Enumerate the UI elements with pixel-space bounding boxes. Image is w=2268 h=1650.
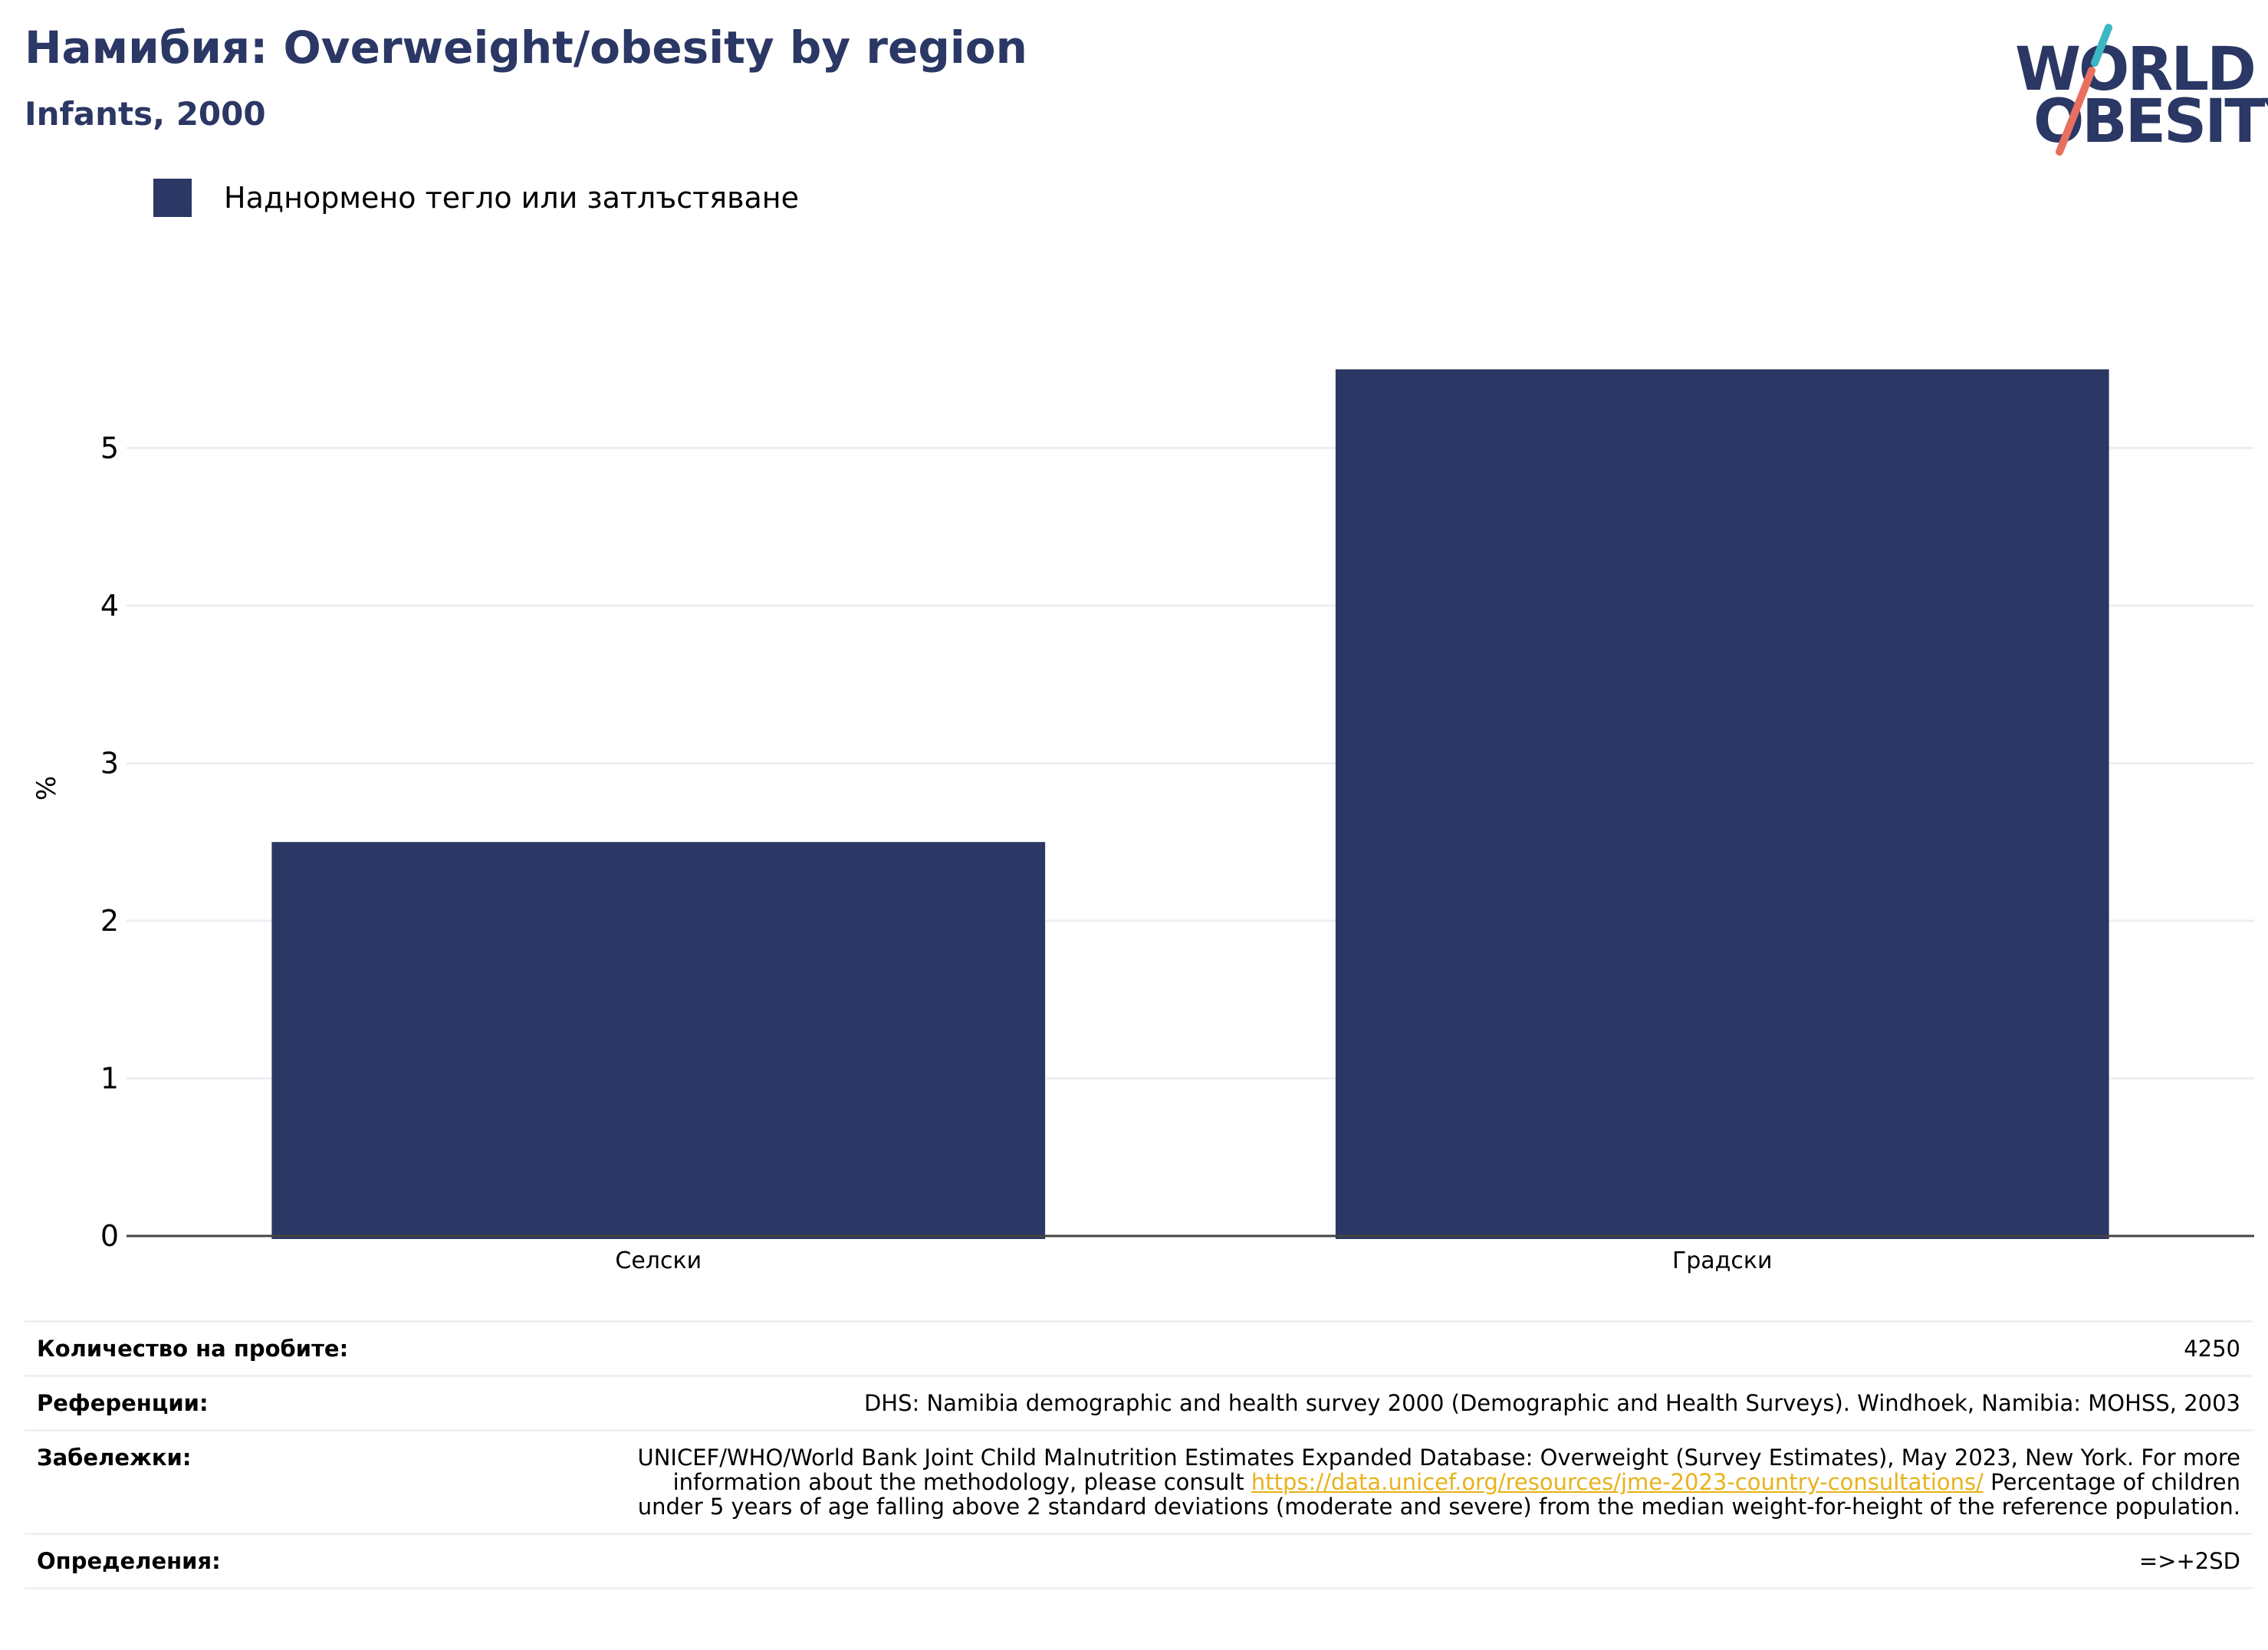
x-tick-label: Селски (615, 1247, 702, 1274)
y-axis-title: % (31, 776, 62, 800)
info-table: Количество на пробите: 4250 Референции: … (25, 1320, 2253, 1589)
bar-chart: 0 1 2 3 4 5% Селски Градски (31, 369, 2254, 1274)
info-row-definitions: Определения: =>+2SD (25, 1535, 2253, 1589)
logo-slash-icon (2056, 24, 2112, 156)
notes-text-after: Percentage of children under 5 years of … (637, 1469, 2240, 1520)
y-tick-label: 4 (100, 589, 119, 623)
notes-label: Забележки: (37, 1445, 192, 1471)
world-obesity-logo: WORLD OBESITY (2009, 23, 2268, 161)
y-tick-label: 1 (100, 1061, 119, 1095)
chart-legend: Наднормено тегло или затлъстяване (153, 178, 799, 218)
y-tick-label: 5 (100, 431, 119, 465)
notes-text-before: UNICEF/WHO/World Bank Joint Child Malnut… (637, 1445, 2240, 1495)
notes-link[interactable]: https://data.unicef.org/resources/jme-20… (1251, 1469, 1984, 1495)
info-row-sample: Количество на пробите: 4250 (25, 1323, 2253, 1377)
notes-value: UNICEF/WHO/World Bank Joint Child Malnut… (615, 1445, 2240, 1519)
y-tick-label: 3 (100, 746, 119, 780)
chart-subtitle: Infants, 2000 (25, 95, 266, 133)
info-row-references: Референции: DHS: Namibia demographic and… (25, 1377, 2253, 1431)
references-label: Референции: (37, 1390, 209, 1416)
y-tick-label: 0 (100, 1219, 119, 1253)
sample-size-label: Количество на пробите: (37, 1336, 349, 1362)
bar (1335, 369, 2109, 1240)
references-value: DHS: Namibia demographic and health surv… (863, 1390, 2240, 1416)
logo-line-1: WORLD (2015, 35, 2256, 104)
y-tick-label: 2 (100, 904, 119, 938)
chart-title: Намибия: Overweight/obesity by region (25, 21, 1027, 74)
definitions-label: Определения: (37, 1548, 221, 1574)
sample-size-value: 4250 (2184, 1336, 2240, 1362)
definitions-value: =>+2SD (2138, 1548, 2240, 1574)
legend-label: Наднормено тегло или затлъстяване (224, 181, 799, 215)
bar (271, 842, 1046, 1239)
x-tick-label: Градски (1672, 1247, 1773, 1274)
info-row-notes: Забележки: UNICEF/WHO/World Bank Joint C… (25, 1431, 2253, 1535)
legend-swatch (153, 179, 192, 217)
